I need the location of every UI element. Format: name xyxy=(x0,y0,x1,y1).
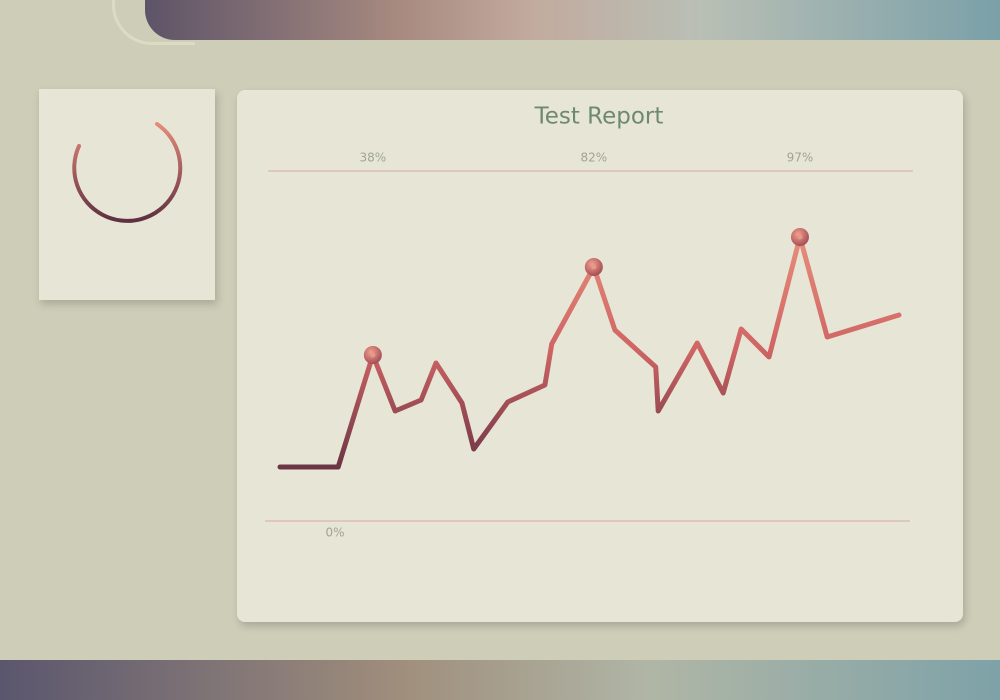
loader xyxy=(72,122,183,223)
annotation: 0% xyxy=(325,526,344,540)
line xyxy=(277,234,902,470)
value-label: 82% xyxy=(580,151,607,165)
report-card: Test Report 0% 38% 82% 97% xyxy=(237,90,963,622)
loader-card xyxy=(39,89,215,300)
value-label: 38% xyxy=(360,151,387,165)
peak-dot-center xyxy=(370,352,376,358)
top-banner xyxy=(145,0,1000,40)
chart-title: Test Report xyxy=(534,104,664,130)
bottom-banner xyxy=(0,660,1000,700)
peak-dot-center xyxy=(591,264,597,270)
spinner-arc xyxy=(72,122,183,223)
value-label: 97% xyxy=(787,151,814,165)
peak-dot-center xyxy=(797,234,803,240)
chart: Test Report 0% 38% 82% 97% xyxy=(265,104,913,540)
